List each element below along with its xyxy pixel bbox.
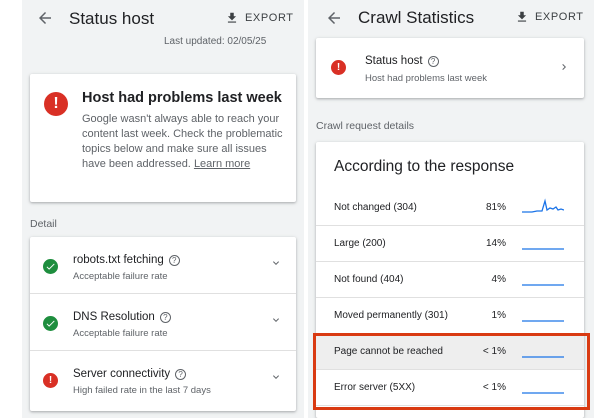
download-icon (517, 11, 527, 22)
export-label: EXPORT (245, 12, 294, 24)
help-icon[interactable]: ? (175, 368, 187, 380)
problem-text: Google wasn't always able to reach your … (82, 113, 283, 170)
back-arrow-icon[interactable] (36, 9, 54, 27)
error-icon: ! (43, 373, 58, 388)
check-circle-icon (43, 259, 58, 274)
chevron-down-icon[interactable] (270, 371, 282, 383)
help-icon[interactable]: ? (159, 311, 171, 323)
response-percent: 14% (485, 238, 506, 249)
help-icon[interactable]: ? (427, 55, 439, 67)
status-host-card[interactable]: ! Status host ? Host had problems last w… (316, 38, 584, 98)
status-title-wrap: Status host ? (365, 55, 439, 67)
response-card: According to the response Not changed (3… (316, 142, 584, 418)
response-label: Not found (404) (334, 274, 404, 285)
detail-row-robots[interactable]: robots.txt fetching ? Acceptable failure… (30, 237, 296, 294)
error-icon: ! (331, 60, 346, 75)
response-label: Moved permanently (301) (334, 310, 448, 321)
detail-title: Server connectivity (73, 368, 171, 380)
check-circle-icon (43, 316, 58, 331)
download-icon (227, 12, 237, 23)
help-icon[interactable]: ? (168, 254, 180, 266)
response-label: Not changed (304) (334, 202, 417, 213)
response-percent: < 1% (482, 382, 506, 393)
detail-subtitle: Acceptable failure rate (73, 271, 168, 282)
chevron-down-icon[interactable] (270, 314, 282, 326)
learn-more-link[interactable]: Learn more (193, 158, 251, 170)
chevron-right-icon[interactable] (558, 61, 570, 73)
chevron-down-icon[interactable] (270, 257, 282, 269)
detail-title-wrap: DNS Resolution ? (73, 311, 171, 323)
detail-title-wrap: Server connectivity ? (73, 368, 187, 380)
sparkline-icon (522, 284, 564, 286)
detail-row-dns[interactable]: DNS Resolution ? Acceptable failure rate (30, 294, 296, 351)
sparkline-icon (522, 356, 564, 358)
top-bar: Status host EXPORT (22, 0, 304, 40)
page-title: Status host (69, 9, 155, 28)
sparkline-icon (522, 248, 564, 250)
detail-subtitle: Acceptable failure rate (73, 328, 168, 339)
detail-row-server[interactable]: ! Server connectivity ? High failed rate… (30, 351, 296, 408)
response-percent: 4% (491, 274, 506, 285)
export-button[interactable]: EXPORT (225, 11, 294, 25)
response-row[interactable]: Error server (5XX) < 1% (316, 370, 584, 406)
problem-card: ! Host had problems last week Google was… (30, 74, 296, 202)
response-row[interactable]: Not found (404) 4% (316, 262, 584, 298)
response-percent: < 1% (482, 346, 506, 357)
response-label: Large (200) (334, 238, 386, 249)
response-label: Page cannot be reached (334, 346, 443, 357)
section-label-detail: Detail (30, 218, 57, 230)
section-label-crawl-details: Crawl request details (316, 120, 415, 132)
response-percent: 81% (485, 202, 506, 213)
page-title: Crawl Statistics (358, 8, 475, 27)
problem-title: Host had problems last week (82, 90, 282, 106)
detail-list: robots.txt fetching ? Acceptable failure… (30, 237, 296, 411)
status-subtitle: Host had problems last week (365, 73, 487, 84)
error-icon: ! (44, 92, 68, 116)
sparkline-icon (522, 198, 564, 213)
sparkline-icon (522, 392, 564, 394)
response-title: According to the response (334, 158, 515, 175)
export-button[interactable]: EXPORT (515, 10, 584, 24)
status-title: Status host (365, 55, 423, 67)
detail-title-wrap: robots.txt fetching ? (73, 254, 180, 266)
detail-title: robots.txt fetching (73, 254, 164, 266)
crawl-statistics-panel: Crawl Statistics EXPORT ! Status host ? … (308, 0, 594, 418)
response-label: Error server (5XX) (334, 382, 416, 393)
export-label: EXPORT (535, 11, 584, 23)
sparkline-icon (522, 320, 564, 322)
status-host-panel: Status host EXPORT Last updated: 02/05/2… (22, 0, 304, 418)
problem-body: Google wasn't always able to reach your … (82, 112, 288, 172)
response-row[interactable]: Large (200) 14% (316, 226, 584, 262)
response-row[interactable]: Moved permanently (301) 1% (316, 298, 584, 334)
response-row[interactable]: Not changed (304) 81% (316, 190, 584, 226)
response-percent: 1% (491, 310, 506, 321)
detail-subtitle: High failed rate in the last 7 days (73, 385, 211, 396)
detail-title: DNS Resolution (73, 311, 155, 323)
last-updated: Last updated: 02/05/25 (164, 36, 267, 47)
top-bar: Crawl Statistics EXPORT (308, 0, 594, 40)
response-row[interactable]: Page cannot be reached < 1% (316, 334, 584, 370)
back-arrow-icon[interactable] (325, 9, 343, 27)
